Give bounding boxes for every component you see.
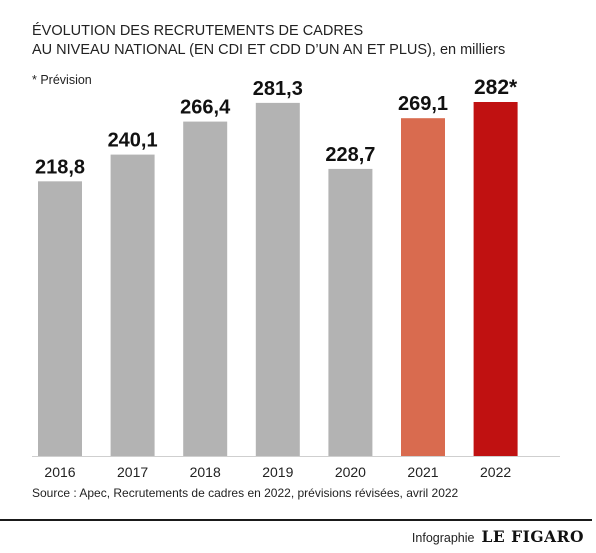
source-note: Source : Apec, Recrutements de cadres en… bbox=[32, 486, 459, 500]
le-figaro-logo: LE FIGARO bbox=[481, 527, 584, 546]
data-label-2020: 228,7 bbox=[325, 144, 375, 166]
data-label-2016: 218,8 bbox=[35, 156, 85, 178]
x-tick-2021: 2021 bbox=[407, 464, 438, 480]
bar-2020 bbox=[328, 168, 373, 456]
unit-label: , en milliers bbox=[431, 42, 506, 58]
data-label-2017: 240,1 bbox=[108, 130, 158, 152]
x-tick-2020: 2020 bbox=[335, 464, 366, 480]
x-tick-labels: 2016 2017 2018 2019 2020 2021 2022 bbox=[44, 464, 511, 480]
data-labels: 218,8 240,1 266,4 281,3 228,7 269,1 282* bbox=[35, 76, 518, 178]
bar-2017 bbox=[110, 154, 155, 456]
title-line-2: AU NIVEAU NATIONAL (EN CDI ET CDD D’UN A… bbox=[32, 41, 505, 60]
bar-2018 bbox=[183, 121, 228, 456]
x-tick-2018: 2018 bbox=[190, 464, 221, 480]
title-line-1: ÉVOLUTION DES RECRUTEMENTS DE CADRES bbox=[32, 23, 364, 39]
data-label-2018: 266,4 bbox=[180, 97, 231, 119]
data-label-2022: 282* bbox=[474, 76, 518, 99]
bar-2021 bbox=[401, 118, 445, 457]
footer-divider bbox=[0, 519, 592, 521]
bars-group bbox=[38, 102, 518, 457]
forecast-note: * Prévision bbox=[32, 73, 92, 87]
x-tick-2019: 2019 bbox=[262, 464, 293, 480]
data-label-2021: 269,1 bbox=[398, 93, 448, 115]
bar-2022 bbox=[473, 102, 518, 456]
bar-chart: 2016 2017 2018 2019 2020 2021 2022 218,8240,12… bbox=[32, 76, 560, 480]
bar-2016 bbox=[38, 181, 82, 456]
chart-title: ÉVOLUTION DES RECRUTEMENTS DE CADRES AU … bbox=[32, 22, 505, 60]
credit-label: Infographie bbox=[411, 531, 475, 545]
x-tick-2017: 2017 bbox=[117, 464, 148, 480]
title-line-2-text: AU NIVEAU NATIONAL (EN CDI ET CDD D’UN A… bbox=[32, 42, 432, 58]
bar-2019 bbox=[255, 102, 300, 456]
credit: Infographie LE FIGARO bbox=[412, 527, 584, 546]
x-tick-2022: 2022 bbox=[480, 464, 511, 480]
x-tick-2016: 2016 bbox=[44, 464, 75, 480]
data-label-2019: 281,3 bbox=[253, 78, 303, 100]
